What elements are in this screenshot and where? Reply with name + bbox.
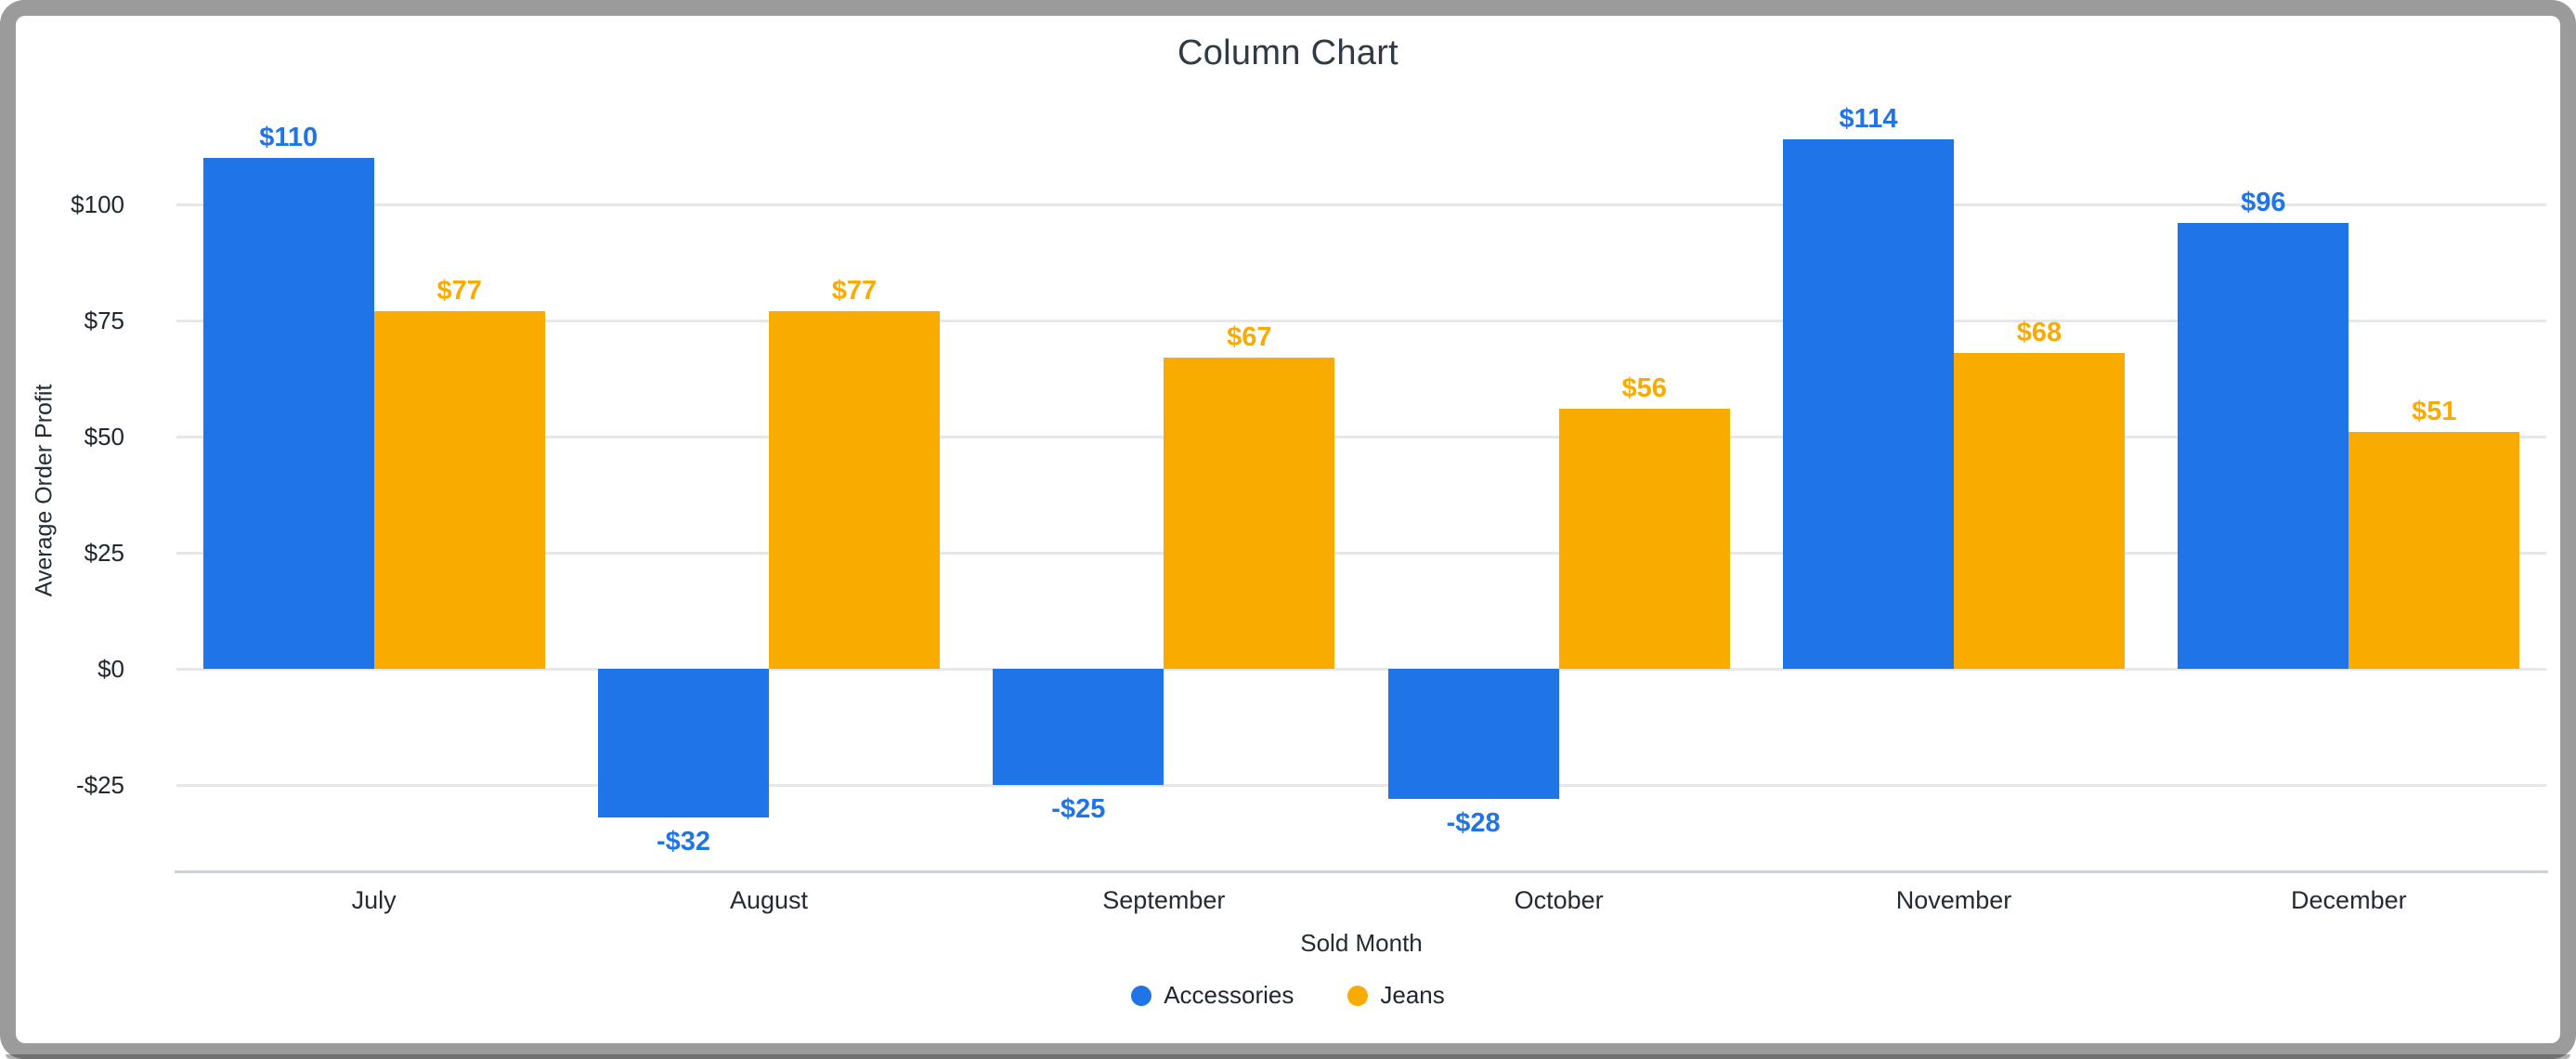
bar-jeans-september[interactable] <box>1164 358 1335 669</box>
y-tick-label--75: $75 <box>84 307 124 334</box>
y-tick-label--0: $0 <box>98 655 124 683</box>
bar-accessories-september[interactable] <box>993 669 1164 785</box>
x-tick-label-september: September <box>1102 886 1226 914</box>
bar-accessories-july[interactable] <box>202 158 374 669</box>
value-label-accessories-december: $96 <box>2241 188 2286 217</box>
gridline--100 <box>176 203 2546 206</box>
bar-accessories-december[interactable] <box>2178 223 2349 669</box>
x-axis-title: Sold Month <box>1300 929 1423 957</box>
x-tick-label-november: November <box>1895 886 2012 914</box>
gridline--25 <box>176 783 2546 787</box>
value-label-accessories-october: -$28 <box>1446 808 1501 838</box>
gridline--50 <box>176 435 2546 438</box>
bar-accessories-october[interactable] <box>1387 669 1559 799</box>
value-label-jeans-september: $67 <box>1227 322 1272 352</box>
legend-item-jeans[interactable]: Jeans <box>1347 981 1445 1010</box>
gridline--25 <box>176 551 2546 555</box>
x-tick-label-october: October <box>1514 886 1604 914</box>
y-tick-label--25: $25 <box>84 539 124 567</box>
bar-jeans-october[interactable] <box>1558 409 1730 669</box>
bar-accessories-august[interactable] <box>598 669 769 817</box>
x-tick-label-july: July <box>351 886 397 914</box>
legend-label-jeans: Jeans <box>1380 981 1445 1009</box>
legend-dot-accessories <box>1131 985 1152 1006</box>
value-label-jeans-july: $77 <box>436 276 482 306</box>
y-tick-label--25: -$25 <box>75 771 124 799</box>
bar-jeans-july[interactable] <box>373 311 545 669</box>
gridline--75 <box>176 319 2546 322</box>
y-tick-label--50: $50 <box>84 423 124 451</box>
bar-jeans-december[interactable] <box>2348 432 2520 669</box>
value-label-jeans-december: $51 <box>2412 397 2457 426</box>
value-label-accessories-july: $110 <box>259 123 319 152</box>
chart-title: Column Chart <box>1177 33 1399 72</box>
value-label-jeans-august: $77 <box>831 276 878 306</box>
value-label-jeans-october: $56 <box>1621 373 1667 403</box>
gridline--0 <box>176 667 2546 671</box>
bar-jeans-august[interactable] <box>769 311 940 669</box>
value-label-accessories-november: $114 <box>1839 104 1898 134</box>
value-label-accessories-september: -$25 <box>1051 794 1106 824</box>
y-tick-label--100: $100 <box>71 190 124 218</box>
x-axis-line <box>175 870 2548 873</box>
x-tick-label-august: August <box>729 886 809 914</box>
bar-jeans-november[interactable] <box>1954 353 2125 669</box>
legend-label-accessories: Accessories <box>1164 981 1295 1009</box>
bar-accessories-november[interactable] <box>1783 139 1954 669</box>
legend: Accessories Jeans <box>0 981 2576 1010</box>
x-tick-label-december: December <box>2291 886 2407 914</box>
legend-dot-jeans <box>1347 985 1369 1006</box>
value-label-accessories-august: -$32 <box>656 827 711 856</box>
legend-item-accessories[interactable]: Accessories <box>1131 981 1294 1010</box>
value-label-jeans-november: $68 <box>2016 318 2062 347</box>
